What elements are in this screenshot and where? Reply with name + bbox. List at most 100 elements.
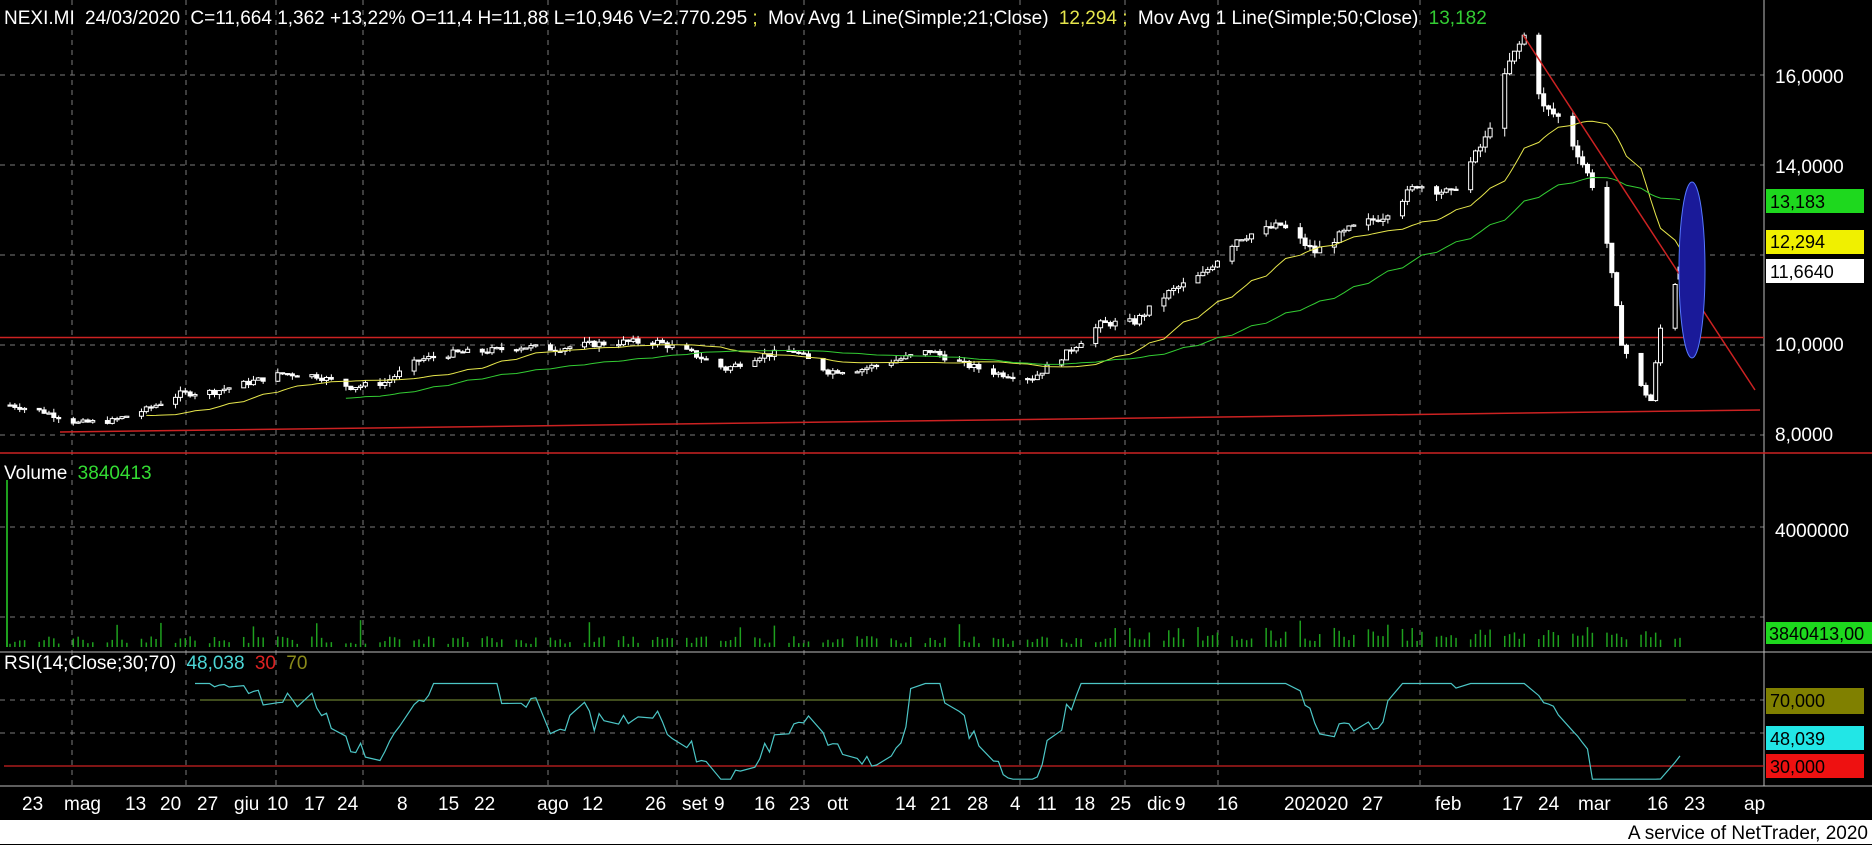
candle-body bbox=[937, 350, 943, 356]
candle-body bbox=[1468, 161, 1474, 191]
candle-body bbox=[479, 348, 485, 353]
candle-body bbox=[825, 369, 831, 375]
candle-body bbox=[616, 344, 622, 347]
candle-body bbox=[1205, 269, 1211, 273]
candle-body bbox=[416, 359, 422, 362]
x-tick-label: 18 bbox=[1074, 794, 1095, 815]
panel-borders bbox=[0, 0, 1872, 787]
x-tick-label: 16 bbox=[1647, 794, 1668, 815]
x-tick-label: mag bbox=[64, 794, 101, 815]
x-tick-label: 9 bbox=[1175, 794, 1186, 815]
x-tick-label: 22 bbox=[474, 794, 495, 815]
header-sep-2: ; bbox=[1122, 8, 1127, 29]
x-tick-label: feb bbox=[1435, 794, 1461, 815]
candle-body bbox=[1059, 359, 1065, 366]
candle-body bbox=[177, 390, 183, 398]
candle-body bbox=[46, 412, 52, 415]
candle-body bbox=[1380, 218, 1386, 222]
candle-body bbox=[1068, 349, 1074, 352]
footer: A service of NetTrader, 2020 bbox=[0, 820, 1872, 844]
candle-body bbox=[830, 370, 836, 375]
candle-body bbox=[1034, 374, 1040, 381]
x-tick-label: ago bbox=[537, 794, 569, 815]
candle-body bbox=[1351, 224, 1357, 227]
candle-body bbox=[138, 411, 144, 417]
candle-body bbox=[246, 380, 252, 386]
candle-body bbox=[1146, 305, 1152, 316]
header-ma50-label: Mov Avg 1 Line(Simple;50;Close) bbox=[1138, 8, 1419, 29]
candle-body bbox=[1365, 218, 1371, 226]
candle-body bbox=[1171, 287, 1177, 292]
volume-badge: 3840413,00 bbox=[1769, 624, 1864, 644]
candle-body bbox=[1214, 260, 1220, 268]
candle-body bbox=[426, 355, 432, 360]
candle-body bbox=[216, 390, 222, 395]
candle-body bbox=[1404, 189, 1410, 202]
rsi-value-badge-bg bbox=[1766, 726, 1864, 750]
candle-body bbox=[211, 389, 217, 395]
candle-body bbox=[7, 404, 13, 407]
candle-body bbox=[1511, 50, 1517, 62]
candle-body bbox=[1127, 318, 1133, 322]
candle-body bbox=[1473, 150, 1479, 163]
candle-body bbox=[1112, 320, 1118, 327]
candle-body bbox=[1336, 231, 1342, 243]
candle-body bbox=[1210, 266, 1216, 271]
rsi-label: RSI(14;Close;30;70) bbox=[4, 653, 176, 674]
candle-body bbox=[353, 387, 359, 391]
close-badge: 11,6640 bbox=[1770, 262, 1834, 282]
price-tick-16: 16,0000 bbox=[1775, 67, 1844, 88]
candle-body bbox=[1278, 222, 1284, 226]
candle-body bbox=[528, 345, 534, 349]
candle-body bbox=[260, 377, 266, 382]
candle-body bbox=[591, 340, 597, 348]
candlestick-series bbox=[7, 32, 1683, 426]
candle-body bbox=[1102, 320, 1108, 324]
candle-body bbox=[153, 404, 159, 408]
candle-body bbox=[494, 347, 500, 350]
candle-body bbox=[689, 348, 695, 352]
candle-body bbox=[275, 372, 281, 382]
rsi-label-line: RSI(14;Close;30;70) 48,038 30 70 bbox=[4, 653, 307, 674]
candle-body bbox=[956, 359, 962, 362]
candle-body bbox=[888, 362, 894, 366]
candle-body bbox=[1370, 218, 1376, 221]
candle-body bbox=[362, 382, 368, 387]
candle-body bbox=[1176, 286, 1182, 289]
candle-body bbox=[90, 420, 96, 423]
ma21-badge-bg bbox=[1766, 230, 1864, 254]
x-tick-label: 23 bbox=[22, 794, 43, 815]
candle-body bbox=[513, 349, 519, 352]
rsi30-badge: 30,000 bbox=[1770, 757, 1825, 777]
candle-body bbox=[771, 349, 777, 357]
candle-body bbox=[922, 350, 928, 356]
rsi70-badge: 70,000 bbox=[1770, 691, 1825, 711]
candle-body bbox=[586, 340, 592, 343]
candle-body bbox=[1166, 290, 1172, 299]
candle-body bbox=[864, 367, 870, 371]
candle-body bbox=[874, 364, 880, 368]
candle-body bbox=[1487, 127, 1493, 138]
candle-body bbox=[1609, 242, 1615, 274]
x-tick-label: 12 bbox=[582, 794, 603, 815]
candle-body bbox=[387, 379, 393, 384]
candle-body bbox=[1516, 43, 1522, 52]
chart-background bbox=[0, 0, 1872, 820]
candle-body bbox=[1555, 113, 1561, 117]
x-tick-label: 17 bbox=[1502, 794, 1523, 815]
x-tick-label: giu bbox=[234, 794, 259, 815]
candle-body bbox=[377, 382, 383, 386]
support-trendline bbox=[59, 409, 1761, 433]
candle-body bbox=[1414, 186, 1420, 189]
candle-body bbox=[1658, 327, 1664, 364]
rsi-line bbox=[195, 682, 1681, 780]
candle-body bbox=[1064, 349, 1070, 361]
candle-body bbox=[854, 371, 860, 374]
candle-body bbox=[285, 373, 291, 376]
x-tick-label: 10 bbox=[267, 794, 288, 815]
candle-body bbox=[104, 420, 110, 424]
chart-canvas: NEXI.MI 24/03/2020 C=11,664 1,362 +13,22… bbox=[0, 0, 1872, 820]
candle-body bbox=[1044, 364, 1050, 374]
candle-body bbox=[109, 418, 115, 424]
